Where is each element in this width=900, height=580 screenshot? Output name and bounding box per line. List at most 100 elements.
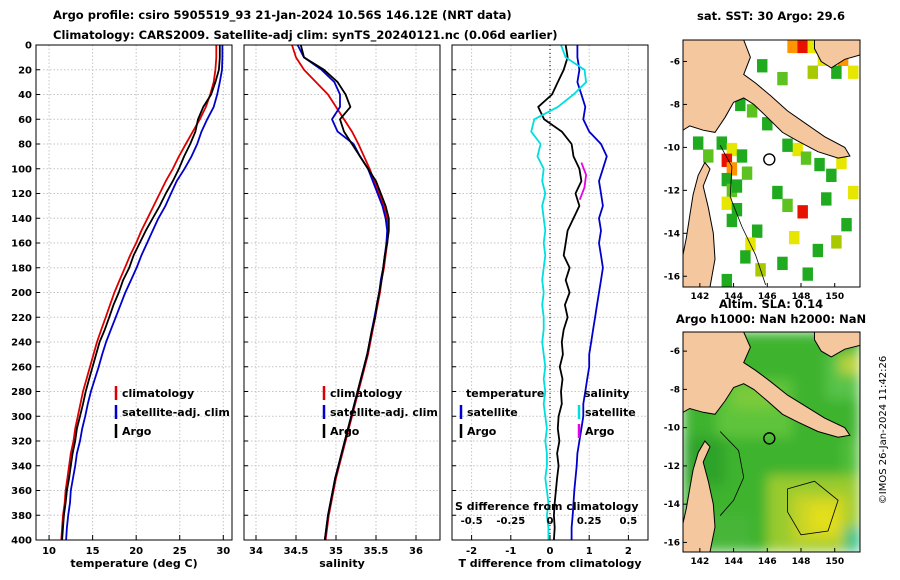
- lon-tick-label: 150: [825, 292, 844, 302]
- sla-patch: [843, 437, 860, 476]
- sst-cell: [721, 153, 733, 167]
- depth-tick-label: 360: [11, 486, 32, 497]
- sla-patch: [844, 527, 860, 552]
- depth-tick-label: 280: [11, 387, 32, 398]
- depth-tick-label: 240: [11, 338, 32, 349]
- x-tick-label: 15: [86, 546, 100, 557]
- depth-tick-label: 400: [11, 536, 32, 547]
- sst-layers: [683, 40, 860, 287]
- temperature-profile-panel: 10 15 20 25 30020406080100120140160180200220…: [11, 41, 233, 557]
- sst-cell: [731, 203, 743, 217]
- depth-tick-label: 100: [11, 164, 32, 175]
- tdiff-axis-label: T difference from climatology: [458, 557, 641, 570]
- sst-cell: [841, 218, 852, 232]
- depth-tick-label: 140: [11, 214, 32, 225]
- lat-tick-label: -10: [664, 143, 680, 153]
- legend-label: Argo: [467, 425, 497, 438]
- depth-tick-label: 300: [11, 412, 32, 423]
- series-argo: [299, 44, 390, 541]
- sst-cell: [757, 59, 768, 73]
- difference-profile-panel: -2 -1 0 1 2 -0.5 -0.25 0 0.25 0.5 temperature satel…: [451, 44, 649, 557]
- sla-map-panel: 142 144 146 148 150 -6 -8 -10 -12 -14 -16: [664, 331, 861, 567]
- argo-position-marker: [763, 153, 776, 166]
- depth-tick-label: 80: [18, 140, 32, 151]
- x-tick-label: 2: [625, 546, 632, 557]
- sst-cell: [692, 136, 704, 150]
- lat-tick-label: -6: [670, 347, 680, 357]
- x-tick-label: 30: [216, 546, 230, 557]
- lon-tick-label: 150: [825, 557, 844, 567]
- depth-tick-label: 0: [25, 41, 32, 52]
- sst-cell: [703, 149, 714, 163]
- sst-cell: [782, 138, 793, 152]
- lat-tick-label: -8: [670, 385, 680, 395]
- x-tick-label: 25: [173, 546, 187, 557]
- lon-tick-label: 146: [758, 557, 777, 567]
- sst-cell: [716, 136, 727, 150]
- argo-position-marker: [763, 432, 776, 445]
- depth-tick-label: 260: [11, 362, 32, 373]
- lat-tick-label: -10: [664, 424, 680, 434]
- sst-cell: [821, 192, 832, 206]
- landmass-cape_york: [683, 161, 716, 287]
- x-tick-label: 0: [547, 546, 554, 557]
- sst-cell: [751, 224, 763, 238]
- lat-tick-label: -8: [670, 100, 680, 110]
- sst-cell: [800, 151, 812, 165]
- s-tick-label: 0.5: [620, 516, 638, 527]
- lat-tick-label: -12: [664, 186, 680, 196]
- sst-map-panel: 142 144 146 148 150 -6 -8 -10 -12 -14 -16: [664, 39, 861, 302]
- x-tick-label: -2: [466, 546, 477, 557]
- sst-cell: [721, 273, 733, 287]
- x-tick-label: 1: [586, 546, 593, 557]
- sst-cell: [807, 65, 819, 79]
- salinity-profile-panel: 34 34.5 35 35.5 36 climatology satellite-adj. …: [243, 44, 441, 557]
- legend-label: Argo: [122, 425, 152, 438]
- landmass-new_britain: [814, 40, 860, 69]
- sst-cell: [762, 117, 773, 131]
- contour-line: [719, 431, 745, 516]
- depth-tick-label: 180: [11, 263, 32, 274]
- lon-tick-label: 144: [724, 557, 743, 567]
- depth-tick-label: 340: [11, 461, 32, 472]
- lat-tick-label: -14: [664, 500, 680, 510]
- lon-tick-label: 142: [690, 292, 709, 302]
- legend-label: climatology: [330, 387, 402, 400]
- sst-cell: [848, 65, 859, 79]
- sst-cell: [826, 168, 837, 182]
- x-tick-label: 34: [249, 546, 263, 557]
- sst-cell: [736, 149, 748, 163]
- sst-cell: [787, 40, 798, 54]
- lon-tick-label: 148: [792, 557, 811, 567]
- sst-cell: [812, 243, 824, 258]
- sst-cell: [777, 72, 788, 86]
- sst-cell: [772, 185, 783, 200]
- sdiff-axis-label: S difference from climatology: [455, 500, 639, 513]
- sst-cell: [814, 157, 825, 172]
- legend-label: satellite: [467, 406, 518, 419]
- lon-tick-label: 148: [792, 292, 811, 302]
- s-tick-label: -0.25: [496, 516, 525, 527]
- series-sal-satellite-minus-clim: [530, 44, 587, 540]
- legend-label: satellite: [585, 406, 636, 419]
- lat-tick-label: -12: [664, 462, 680, 472]
- x-tick-label: 36: [409, 546, 423, 557]
- lon-tick-label: 144: [724, 292, 743, 302]
- sla-layers: [683, 332, 860, 552]
- legend-group-title: salinity: [584, 387, 630, 400]
- legend-label: Argo: [330, 425, 360, 438]
- salinity-axis-label: salinity: [319, 557, 365, 570]
- lon-tick-label: 142: [690, 557, 709, 567]
- landmass-cape_york: [683, 440, 716, 552]
- sst-cell: [782, 198, 793, 213]
- sla-patch: [839, 354, 860, 375]
- depth-tick-label: 20: [18, 65, 32, 76]
- sla-map-subtitle: Argo h1000: NaN h2000: NaN: [676, 312, 866, 326]
- imos-watermark: ©IMOS 26-Jan-2024 11:42:26: [878, 356, 889, 504]
- legend-label: Argo: [585, 425, 615, 438]
- series-satellite-adj-clim: [65, 45, 224, 541]
- sst-cell: [735, 97, 746, 112]
- series-argo: [61, 45, 221, 541]
- sla-map-title: Altim. SLA: 0.14: [719, 297, 823, 311]
